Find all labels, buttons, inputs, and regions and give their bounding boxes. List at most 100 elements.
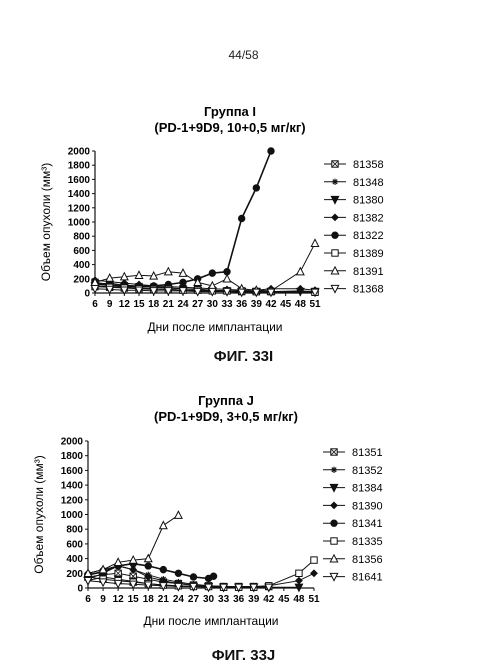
legend-marker	[331, 178, 339, 185]
data-point	[193, 287, 203, 297]
legend-marker	[330, 519, 338, 527]
legend-item: 81341	[323, 518, 383, 530]
x-tick-label: 33	[218, 594, 230, 605]
data-point	[264, 583, 274, 593]
data-point	[179, 278, 187, 287]
y-tick-label: 600	[66, 539, 83, 550]
legend-item: 81382	[324, 212, 384, 224]
legend-item: 81380	[324, 195, 384, 207]
legend-item: 81384	[323, 483, 383, 495]
y-tick-label: 1000	[68, 218, 91, 229]
data-point	[310, 569, 318, 578]
x-tick-label: 15	[133, 299, 145, 310]
data-point	[222, 273, 232, 283]
data-point	[144, 562, 152, 570]
x-tick-label: 24	[177, 299, 189, 310]
legend-label: 81322	[353, 230, 384, 242]
series-81641	[83, 576, 274, 593]
y-tick-label: 1200	[61, 495, 84, 506]
legend-label: 81390	[352, 500, 383, 512]
data-point	[310, 556, 318, 564]
data-point	[143, 581, 153, 591]
data-point	[158, 520, 168, 530]
x-tick-label: 42	[263, 594, 275, 605]
data-point	[267, 147, 275, 155]
data-point	[159, 565, 168, 574]
data-point	[237, 288, 247, 298]
data-point	[188, 582, 198, 592]
legend-item: 81358	[324, 159, 384, 171]
page-number: 44/58	[228, 48, 259, 62]
x-tick-label: 30	[203, 594, 215, 605]
data-point	[158, 582, 168, 591]
x-tick-label: 12	[113, 594, 125, 605]
x-tick-label: 9	[100, 594, 106, 605]
data-point	[189, 573, 198, 581]
x-tick-label: 48	[293, 594, 305, 605]
legend-label: 81380	[353, 195, 384, 207]
y-tick-label: 1600	[61, 466, 84, 477]
x-tick-label: 30	[207, 299, 219, 310]
x-tick-label: 27	[192, 299, 204, 310]
figure-caption-33j: ФИГ. 33J	[211, 647, 276, 664]
data-point	[119, 271, 129, 281]
legend-item: 81391	[324, 265, 384, 278]
y-tick-label: 800	[66, 525, 83, 536]
x-tick-label: 51	[309, 299, 321, 310]
data-point	[134, 270, 144, 279]
data-point	[128, 554, 138, 564]
y-axis-label: Объем опухоли (мм³)	[39, 163, 53, 282]
data-point	[90, 285, 100, 294]
legend-marker	[330, 448, 338, 456]
y-tick-label: 1200	[68, 203, 91, 214]
y-tick-label: 0	[77, 584, 83, 595]
legend-item: 81368	[324, 284, 384, 296]
y-tick-label: 200	[73, 274, 90, 285]
x-tick-label: 21	[158, 594, 170, 605]
data-point	[163, 266, 173, 276]
y-tick-label: 400	[66, 554, 83, 565]
data-point	[113, 557, 123, 566]
data-point	[295, 576, 303, 585]
legend-label: 81389	[353, 248, 384, 260]
y-axis-label: Объем опухоли (мм³)	[32, 455, 46, 574]
legend-marker	[331, 213, 339, 222]
y-tick-label: 600	[73, 246, 90, 257]
legend-marker	[331, 249, 339, 257]
figure-caption-33i: ФИГ. 33I	[213, 348, 274, 365]
x-tick-label: 39	[251, 299, 263, 310]
legend-marker	[329, 483, 339, 493]
y-tick-label: 1800	[61, 451, 84, 462]
legend-label: 81641	[352, 572, 383, 584]
x-tick-label: 18	[148, 299, 160, 310]
legend-label: 81356	[352, 554, 383, 566]
y-tick-label: 1400	[61, 481, 84, 492]
data-point	[173, 510, 183, 519]
y-tick-label: 1800	[68, 161, 91, 172]
y-tick-label: 200	[66, 569, 83, 580]
x-tick-label: 15	[128, 594, 140, 605]
legend-label: 81351	[352, 447, 383, 459]
legend-label: 81382	[353, 212, 384, 224]
data-point	[119, 286, 129, 296]
data-point	[113, 579, 123, 589]
legend-label: 81391	[353, 266, 384, 278]
x-tick-label: 45	[278, 594, 290, 605]
data-point	[178, 268, 188, 277]
x-tick-label: 36	[236, 299, 248, 310]
legend-item: 81322	[324, 230, 384, 242]
data-point	[222, 287, 232, 297]
series-81368	[90, 285, 320, 298]
y-tick-label: 400	[73, 260, 90, 271]
y-tick-label: 1000	[61, 510, 84, 521]
legend-item: 81356	[323, 553, 383, 566]
x-tick-label: 39	[248, 594, 260, 605]
chart-subtitle: (PD-1+9D9, 10+0,5 мг/кг)	[154, 120, 305, 135]
legend-label: 81348	[353, 177, 384, 189]
series-81356	[83, 510, 183, 577]
chart-subtitle: (PD-1+9D9, 3+0,5 мг/кг)	[154, 409, 298, 424]
x-axis-label: Дни после имплантации	[143, 614, 278, 628]
data-point	[249, 583, 259, 593]
chart-title: Группа J	[198, 393, 254, 408]
x-tick-label: 6	[92, 299, 98, 310]
